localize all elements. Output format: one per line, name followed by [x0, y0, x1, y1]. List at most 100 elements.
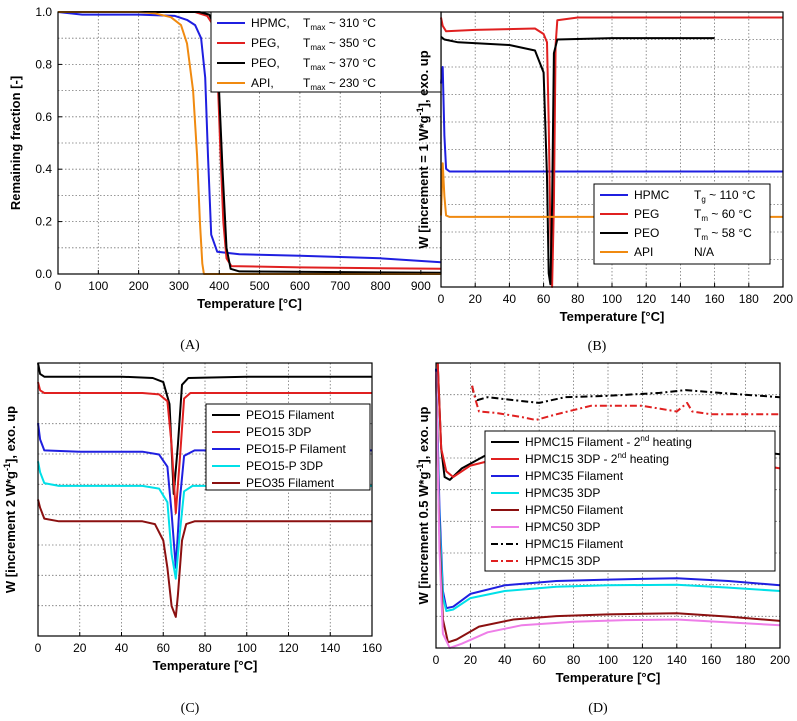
x-tick-label: 900 — [411, 279, 431, 293]
y-tick-label: 0.6 — [35, 110, 52, 124]
legend-label: PEO, — [251, 56, 280, 70]
x-tick-label: 600 — [290, 279, 310, 293]
x-tick-label: 120 — [278, 641, 298, 655]
series-line-1 — [37, 362, 372, 495]
x-axis-title: Temperature [°C] — [560, 309, 665, 324]
legend-label: PEO35 Filament — [246, 476, 335, 490]
x-axis: 0 100 200 300 400 500 600 700 800 900 — [55, 270, 431, 293]
x-tick-label: 140 — [667, 653, 687, 667]
x-tick-label: 700 — [330, 279, 350, 293]
legend: HPMC Tg ~ 110 °C PEG Tm ~ 60 °C PEO Tm ~ 58 °… — [593, 183, 771, 265]
legend-label: PEO15 3DP — [246, 425, 311, 439]
x-axis-title: Temperature [°C] — [197, 296, 302, 311]
y-tick-label: 0.0 — [35, 267, 52, 281]
series-line-4 — [37, 461, 372, 580]
x-tick-label: 0 — [35, 641, 42, 655]
series-line-3 — [440, 36, 715, 286]
x-tick-label: 200 — [129, 279, 149, 293]
legend-label: HPMC15 3DP — [525, 554, 600, 568]
x-tick-label: 0 — [438, 292, 445, 306]
x-tick-label: 800 — [371, 279, 391, 293]
series-line-5 — [37, 499, 372, 618]
legend-label: HPMC15 Filament — [525, 537, 624, 551]
series-line-4 — [440, 162, 783, 218]
series-group — [440, 16, 783, 288]
legend-label: HPMC — [634, 188, 670, 202]
x-tick-label: 100 — [237, 641, 257, 655]
y-tick-label: 0.4 — [35, 162, 52, 176]
legend: HPMC15 Filament - 2nd heating HPMC15 3DP … — [484, 430, 776, 572]
series-line-2 — [37, 381, 372, 515]
legend-label: HPMC35 3DP — [525, 486, 600, 500]
y-tick-label: 0.2 — [35, 215, 52, 229]
legend-box — [205, 403, 371, 491]
legend-temperature: Tmax ~ 230 °C — [303, 76, 376, 92]
x-tick-label: 40 — [498, 653, 512, 667]
x-tick-label: 60 — [533, 653, 547, 667]
x-axis: 0 20 40 60 80 100 120 140 160 180 200 — [433, 644, 790, 667]
x-tick-label: 100 — [602, 292, 622, 306]
series-line-7 — [471, 385, 781, 404]
legend-temperature: Tg ~ 110 °C — [694, 188, 756, 204]
series-line-4 — [58, 11, 441, 275]
series-group — [37, 362, 372, 618]
x-axis: 0 20 40 60 80 100 120 140 160 180 200 — [438, 283, 793, 306]
legend-temperature: Tmax ~ 370 °C — [303, 56, 376, 72]
legend-label: HPMC50 3DP — [525, 520, 600, 534]
legend: PEO15 Filament PEO15 3DP PEO15-P Filament P… — [205, 403, 371, 491]
legend-label: HPMC15 Filament - 2nd heating — [525, 434, 692, 449]
x-tick-label: 20 — [469, 292, 483, 306]
legend-box — [210, 11, 442, 93]
x-tick-label: 200 — [770, 653, 790, 667]
x-tick-label: 0 — [55, 279, 62, 293]
x-tick-label: 160 — [701, 653, 721, 667]
legend-temperature: Tm ~ 58 °C — [694, 226, 752, 242]
chart-panel-4: 0 20 40 60 80 100 120 140 160 180 200 Temperature [… — [415, 362, 790, 716]
x-tick-label: 40 — [503, 292, 517, 306]
panel-label: (D) — [588, 701, 608, 716]
legend-label: PEO — [634, 226, 659, 240]
x-tick-label: 0 — [433, 653, 440, 667]
y-axis: 0.0 0.2 0.4 0.6 0.8 1.0 — [35, 5, 62, 281]
panel-label: (B) — [588, 339, 607, 354]
series-line-6 — [435, 371, 781, 649]
legend-label: PEG — [634, 207, 659, 221]
chart-panel-3: 0 20 40 60 80 100 120 140 160 Temperature [°C] W [… — [2, 362, 382, 716]
legend-label: HPMC, — [251, 16, 290, 30]
y-axis-title: W [increment 0.5 W*g-1], exo. up — [415, 406, 431, 604]
x-tick-label: 180 — [736, 653, 756, 667]
x-tick-label: 60 — [537, 292, 551, 306]
legend-box — [593, 183, 771, 265]
x-tick-label: 20 — [73, 641, 87, 655]
x-tick-label: 100 — [598, 653, 618, 667]
x-tick-label: 500 — [250, 279, 270, 293]
x-tick-label: 80 — [571, 292, 585, 306]
legend-label: HPMC35 Filament — [525, 469, 624, 483]
legend-temperature: Tm ~ 60 °C — [694, 207, 752, 223]
y-tick-label: 1.0 — [35, 5, 52, 19]
series-line-2 — [440, 16, 783, 288]
x-tick-label: 80 — [567, 653, 581, 667]
x-axis-title: Temperature [°C] — [556, 670, 661, 685]
panel-label: (C) — [181, 701, 200, 716]
legend-temperature: Tmax ~ 350 °C — [303, 36, 376, 52]
x-tick-label: 100 — [88, 279, 108, 293]
legend-box — [484, 430, 776, 572]
x-tick-label: 300 — [169, 279, 189, 293]
x-tick-label: 400 — [209, 279, 229, 293]
x-tick-label: 140 — [320, 641, 340, 655]
series-line-1 — [57, 11, 442, 264]
x-tick-label: 80 — [198, 641, 212, 655]
x-tick-label: 160 — [705, 292, 725, 306]
chart-panel-2: 0 20 40 60 80 100 120 140 160 180 200 Temperature [… — [415, 11, 793, 354]
series-line-1 — [440, 66, 783, 173]
x-tick-label: 40 — [115, 641, 129, 655]
legend-temperature: N/A — [694, 245, 714, 259]
panel-label: (A) — [180, 338, 200, 353]
y-axis-title: Remaining fraction [-] — [8, 76, 23, 210]
legend-label: PEO15 Filament — [246, 408, 335, 422]
legend-label: HPMC50 Filament — [525, 503, 624, 517]
series-line-3 — [37, 422, 372, 569]
x-tick-label: 60 — [157, 641, 171, 655]
x-tick-label: 180 — [739, 292, 759, 306]
